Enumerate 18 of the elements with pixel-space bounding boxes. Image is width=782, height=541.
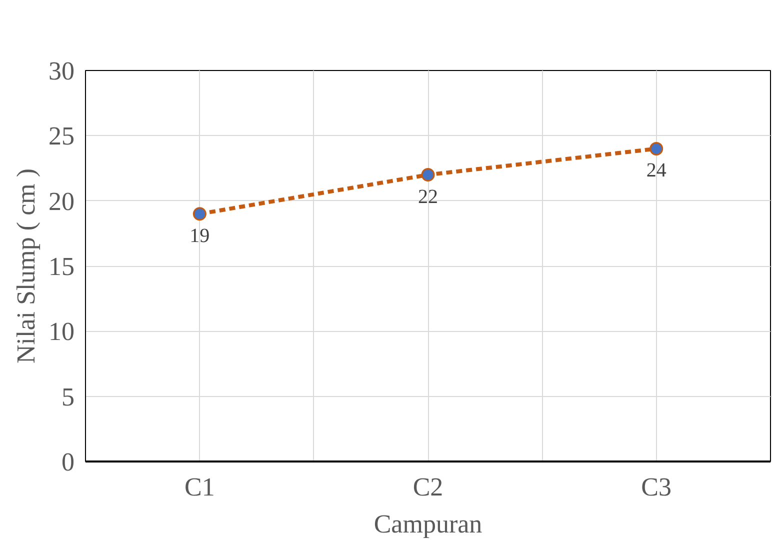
x-axis-title: Campuran — [374, 510, 482, 538]
y-tick-label: 25 — [48, 122, 74, 151]
point — [421, 168, 435, 182]
x-tick-label: C1 — [184, 472, 215, 502]
y-tick-label: 15 — [48, 252, 74, 281]
y-axis-title: Nilai Slump ( cm ) — [12, 168, 40, 364]
y-tick-label: 20 — [48, 186, 74, 216]
y-tick-label: 30 — [48, 56, 74, 86]
y-tick-label: 10 — [48, 317, 74, 346]
data-label: 22 — [418, 186, 438, 208]
data-label: 24 — [646, 160, 666, 182]
y-tick-label: 5 — [62, 382, 74, 412]
data-label: 19 — [190, 224, 210, 247]
x-tick-label: C2 — [412, 472, 444, 502]
point — [192, 207, 206, 221]
point — [650, 142, 664, 156]
y-tick-label: 0 — [62, 448, 74, 476]
x-tick-label: C3 — [641, 472, 672, 502]
